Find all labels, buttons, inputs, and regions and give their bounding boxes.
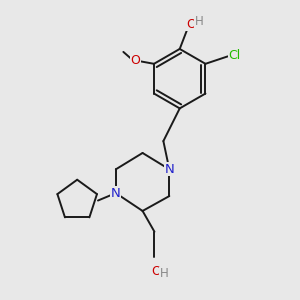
Text: O: O [130,54,140,67]
Text: O: O [186,18,196,31]
Text: H: H [195,15,203,28]
Text: Cl: Cl [228,49,240,62]
Text: H: H [160,267,168,280]
Text: N: N [111,187,121,200]
Text: N: N [164,163,174,176]
Text: O: O [151,265,161,278]
